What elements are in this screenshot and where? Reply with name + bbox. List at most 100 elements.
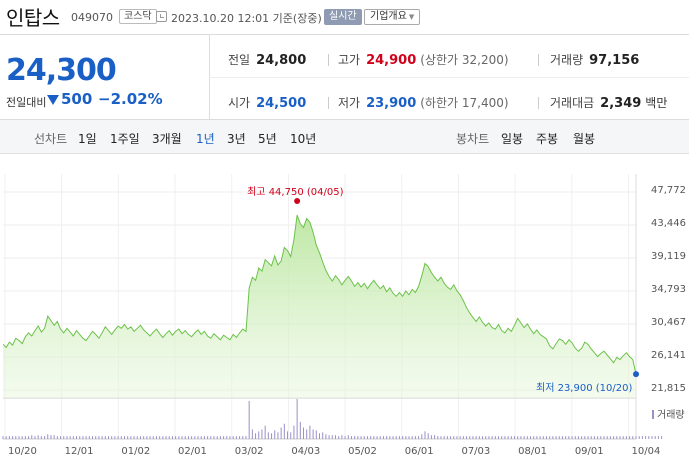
volume-bar [430, 435, 432, 439]
volume: 거래량 97,156 [550, 53, 640, 68]
change-percent: −2.02% [98, 90, 163, 108]
volume-bar [139, 436, 141, 439]
volume-bar [561, 436, 563, 439]
open-price: 시가 24,500 [228, 96, 307, 111]
volume-bar [85, 436, 87, 439]
volume-bar [603, 436, 605, 439]
divider [538, 54, 539, 66]
candle-monthly[interactable]: 월봉 [573, 132, 596, 146]
volume-bar [661, 436, 663, 439]
volume-bar [402, 436, 404, 439]
volume-bar [44, 436, 46, 439]
volume-bar [581, 436, 583, 439]
volume-bar [88, 436, 90, 439]
volume-bar [315, 430, 317, 439]
volume-bar [590, 436, 592, 439]
price-area [3, 215, 636, 398]
candle-weekly[interactable]: 주봉 [536, 132, 559, 146]
volume-bar [456, 436, 458, 439]
volume-bar [600, 436, 602, 439]
volume-bar [248, 400, 250, 439]
volume-bar [437, 436, 439, 439]
divider [328, 97, 329, 109]
divider [328, 54, 329, 66]
volume-bar [466, 436, 468, 439]
company-info-label: 기업개요 [370, 11, 407, 22]
volume-bar [577, 436, 579, 439]
x-tick-label: 10/20 [8, 446, 37, 457]
x-tick-label: 01/02 [121, 446, 151, 457]
volume-bar [2, 436, 4, 439]
low-price: 저가 23,900 (하한가 17,400) [338, 96, 509, 111]
volume-bar [56, 436, 58, 439]
volume-bar [382, 436, 384, 439]
volume-bar [469, 436, 471, 439]
high-price: 고가 24,900 (상한가 32,200) [338, 53, 509, 68]
realtime-button[interactable]: 실시간 [324, 9, 362, 25]
volume-bar [434, 435, 436, 439]
volume-bar [191, 436, 193, 439]
volume-bar [111, 436, 113, 439]
period-3m[interactable]: 3개월 [152, 132, 182, 146]
price-chart[interactable]: 47,772 43,446 39,119 34,793 30,467 26,141 21,8… [0, 154, 689, 469]
volume-bar [76, 436, 78, 439]
volume-bar [478, 436, 480, 439]
volume-bar [584, 436, 586, 439]
company-info-button[interactable]: 기업개요 ▼ [364, 9, 421, 25]
period-1w[interactable]: 1주일 [110, 132, 140, 146]
volume-bar [446, 436, 448, 439]
volume-bar [408, 436, 410, 439]
volume-bar [8, 436, 10, 439]
x-tick-label: 07/03 [461, 446, 491, 457]
volume-bar [635, 436, 637, 439]
volume-bar [143, 436, 145, 439]
volume-bar [641, 436, 643, 439]
period-10y[interactable]: 10년 [290, 132, 317, 146]
period-1y[interactable]: 1년 [196, 132, 215, 146]
volume-bar [79, 436, 81, 439]
volume-bar [424, 431, 426, 439]
volume-bar [34, 436, 36, 439]
volume-bar [219, 436, 221, 439]
volume-bar [223, 436, 225, 439]
y-tick-label: 34,793 [651, 284, 686, 295]
volume-bar [194, 436, 196, 439]
volume-bar [213, 436, 215, 439]
volume-bar [638, 436, 640, 439]
volume-bar [622, 436, 624, 439]
volume-bar [178, 436, 180, 439]
volume-bar [21, 436, 23, 439]
period-1d[interactable]: 1일 [78, 132, 97, 146]
volume-bar [379, 436, 381, 439]
volume-bar [303, 427, 305, 439]
volume-bar [558, 436, 560, 439]
period-5y[interactable]: 5년 [258, 132, 277, 146]
volume-bar [117, 436, 119, 439]
volume-bar [488, 436, 490, 439]
volume-bar [392, 436, 394, 439]
volume-bar [609, 436, 611, 439]
volume-bar [450, 436, 452, 439]
x-tick-label: 06/01 [404, 446, 434, 457]
volume-bar [155, 436, 157, 439]
divider [538, 97, 539, 109]
volume-bar [274, 430, 276, 439]
x-tick-label: 09/01 [574, 446, 604, 457]
volume-bar [427, 433, 429, 439]
y-tick-label: 26,141 [651, 350, 686, 361]
volume-bar [341, 435, 343, 439]
volume-bar [277, 432, 279, 439]
volume-bar [306, 429, 308, 439]
volume-bar [290, 432, 292, 439]
y-tick-label: 21,815 [651, 383, 686, 394]
period-3y[interactable]: 3년 [227, 132, 246, 146]
volume-bar [165, 436, 167, 439]
volume-bar [15, 436, 17, 439]
volume-bar [293, 425, 295, 439]
volume-bar [40, 436, 42, 439]
volume-bar [504, 436, 506, 439]
volume-bar [60, 436, 62, 439]
volume-bar [299, 421, 301, 439]
volume-bar [239, 436, 241, 439]
candle-daily[interactable]: 일봉 [501, 132, 524, 146]
